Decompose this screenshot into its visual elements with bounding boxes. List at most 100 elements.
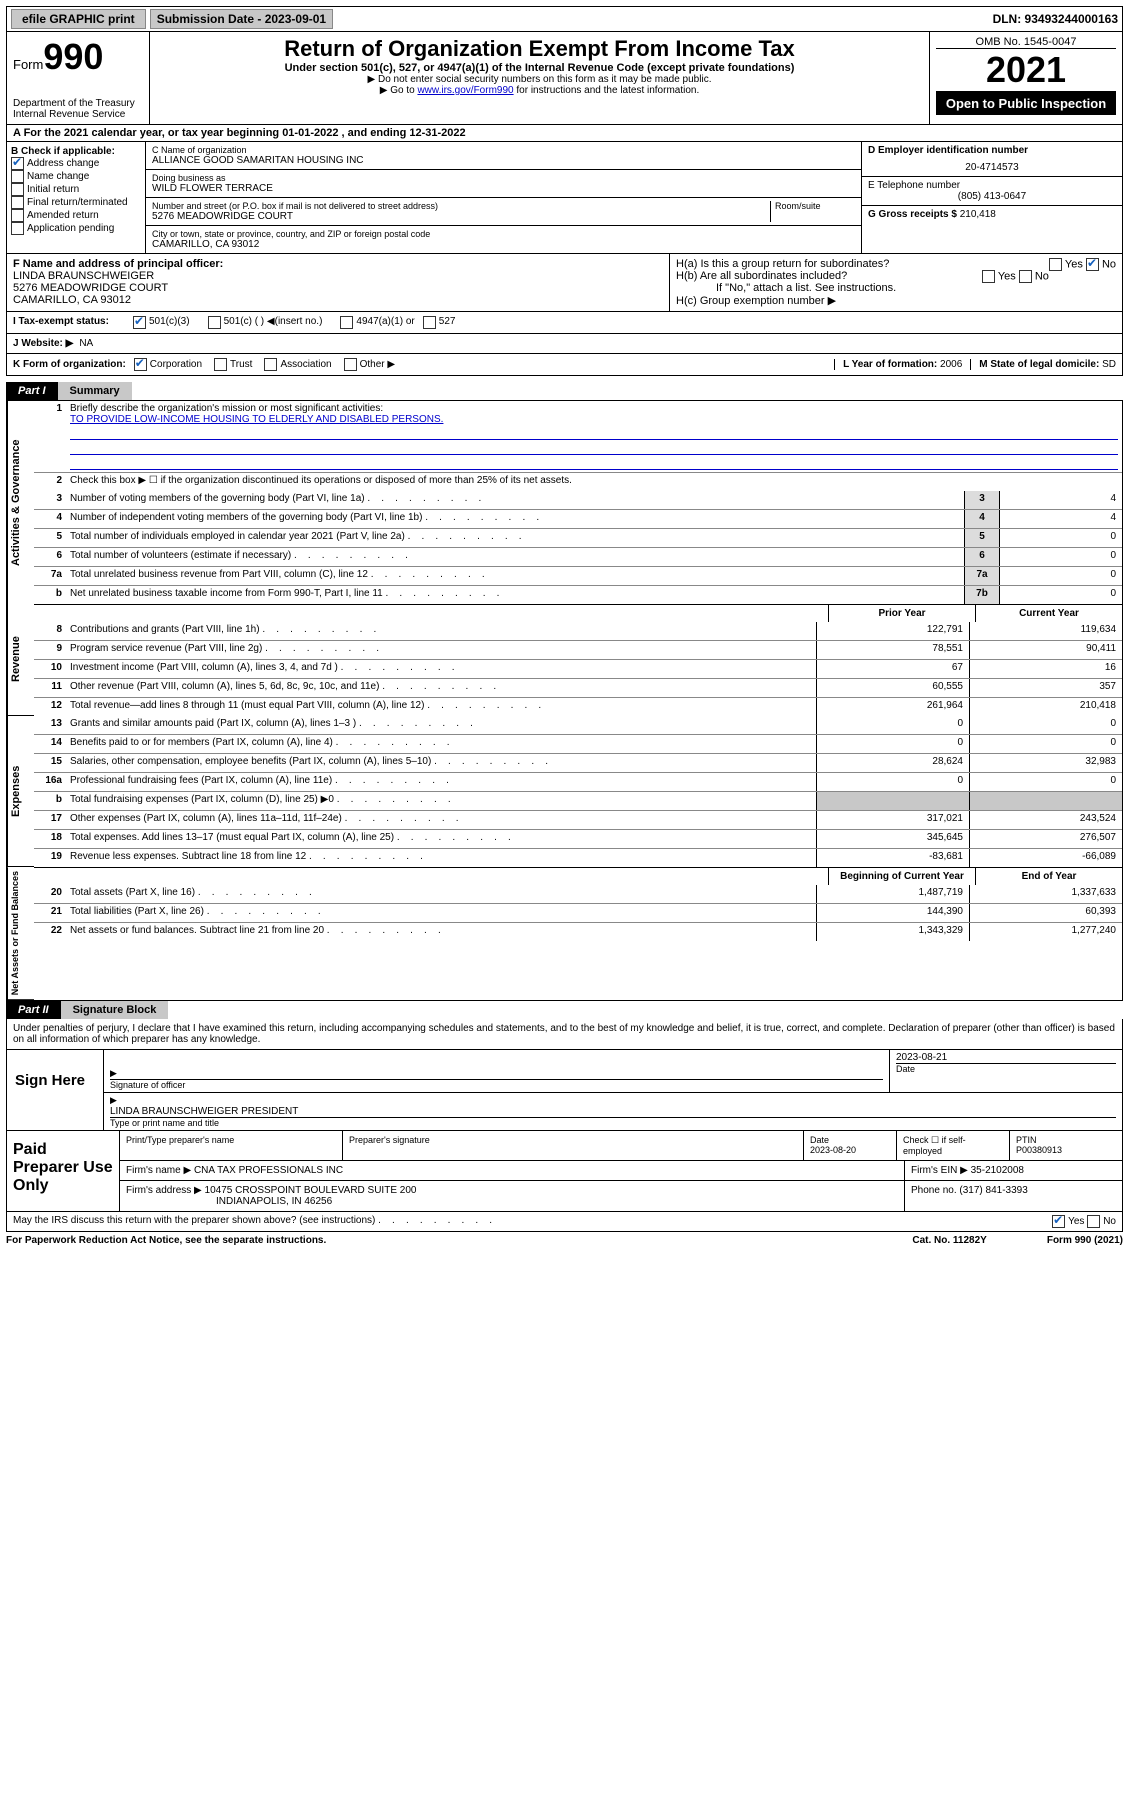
discuss-row: May the IRS discuss this return with the… bbox=[6, 1212, 1123, 1232]
note-link: ▶ Go to www.irs.gov/Form990 for instruct… bbox=[154, 85, 925, 96]
dba-label: Doing business as bbox=[152, 173, 855, 183]
opt-4947: 4947(a)(1) or bbox=[356, 316, 414, 329]
cat-no: Cat. No. 11282Y bbox=[912, 1235, 986, 1246]
officer-name-title: LINDA BRAUNSCHWEIGER PRESIDENT bbox=[110, 1106, 1116, 1117]
line-8: 8Contributions and grants (Part VIII, li… bbox=[34, 622, 1122, 640]
discuss-q: May the IRS discuss this return with the… bbox=[13, 1215, 492, 1228]
d-label: D Employer identification number bbox=[868, 145, 1116, 156]
opt-application: Application pending bbox=[27, 223, 114, 234]
hb-yes[interactable]: Yes bbox=[998, 270, 1016, 282]
chk-trust[interactable] bbox=[214, 358, 227, 371]
chk-corp[interactable] bbox=[134, 358, 147, 371]
sec-b-label: B Check if applicable: bbox=[11, 146, 141, 157]
firm-ein-label: Firm's EIN ▶ bbox=[911, 1165, 968, 1176]
efile-print-button[interactable]: efile GRAPHIC print bbox=[11, 9, 146, 29]
ha-yes[interactable]: Yes bbox=[1065, 258, 1083, 270]
chk-527[interactable] bbox=[423, 316, 436, 329]
form-header: Form990 Department of the Treasury Inter… bbox=[6, 32, 1123, 125]
sign-date: 2023-08-21 bbox=[896, 1052, 1116, 1063]
row-j: J Website: ▶ NA bbox=[6, 334, 1123, 354]
side-governance: Activities & Governance bbox=[7, 401, 34, 604]
chk-application[interactable]: Application pending bbox=[11, 222, 141, 235]
opt-corp: Corporation bbox=[150, 359, 202, 370]
part2-black: Part II bbox=[6, 1001, 61, 1019]
chk-assoc[interactable] bbox=[264, 358, 277, 371]
omb-number: OMB No. 1545-0047 bbox=[936, 36, 1116, 48]
addr-label: Number and street (or P.O. box if mail i… bbox=[152, 201, 770, 211]
domicile: SD bbox=[1102, 359, 1116, 370]
j-label: J Website: ▶ bbox=[13, 338, 73, 349]
chk-initial[interactable]: Initial return bbox=[11, 183, 141, 196]
officer-addr2: CAMARILLO, CA 93012 bbox=[13, 294, 663, 306]
ein: 20-4714573 bbox=[868, 156, 1116, 173]
line-5: 5Total number of individuals employed in… bbox=[34, 528, 1122, 547]
row-k: K Form of organization: Corporation Trus… bbox=[6, 354, 1123, 376]
chk-501c3[interactable] bbox=[133, 316, 146, 329]
dba-name: WILD FLOWER TERRACE bbox=[152, 183, 855, 194]
g-label: G Gross receipts $ bbox=[868, 209, 957, 220]
opt-trust: Trust bbox=[230, 359, 252, 370]
sig-officer-label: Signature of officer bbox=[110, 1079, 883, 1090]
org-name: ALLIANCE GOOD SAMARITAN HOUSING INC bbox=[152, 155, 855, 166]
form-990: 990 bbox=[43, 36, 103, 77]
form-title: Return of Organization Exempt From Incom… bbox=[154, 36, 925, 62]
chk-501c[interactable] bbox=[208, 316, 221, 329]
discuss-yes-chk[interactable] bbox=[1052, 1215, 1065, 1228]
paid-label: Paid Preparer Use Only bbox=[7, 1131, 120, 1211]
m-label: M State of legal domicile: bbox=[979, 359, 1099, 370]
firm-addr2: INDIANAPOLIS, IN 46256 bbox=[216, 1196, 332, 1207]
line-17: 17Other expenses (Part IX, column (A), l… bbox=[34, 810, 1122, 829]
officer-addr1: 5276 MEADOWRIDGE COURT bbox=[13, 282, 663, 294]
chk-address[interactable]: Address change bbox=[11, 157, 141, 170]
line-10: 10Investment income (Part VIII, column (… bbox=[34, 659, 1122, 678]
irs-link[interactable]: www.irs.gov/Form990 bbox=[417, 85, 513, 96]
part1-grey: Summary bbox=[58, 382, 132, 400]
chk-name[interactable]: Name change bbox=[11, 170, 141, 183]
form-number: Form990 bbox=[13, 36, 143, 78]
declaration: Under penalties of perjury, I declare th… bbox=[6, 1019, 1123, 1050]
discuss-no: No bbox=[1103, 1216, 1116, 1227]
chk-4947[interactable] bbox=[340, 316, 353, 329]
sign-block: Sign Here Signature of officer 2023-08-2… bbox=[6, 1050, 1123, 1131]
e-label: E Telephone number bbox=[868, 180, 1116, 191]
line-14: 14Benefits paid to or for members (Part … bbox=[34, 734, 1122, 753]
discuss-no-chk[interactable] bbox=[1087, 1215, 1100, 1228]
chk-final[interactable]: Final return/terminated bbox=[11, 196, 141, 209]
ptin: P00380913 bbox=[1016, 1145, 1062, 1155]
phone-label: Phone no. bbox=[911, 1185, 957, 1196]
hb-no[interactable]: No bbox=[1035, 270, 1049, 282]
firm-addr-label: Firm's address ▶ bbox=[126, 1185, 202, 1196]
chk-other[interactable] bbox=[344, 358, 357, 371]
ptin-hdr: PTIN bbox=[1016, 1135, 1037, 1145]
form-subtitle: Under section 501(c), 527, or 4947(a)(1)… bbox=[154, 62, 925, 74]
h-c: H(c) Group exemption number ▶ bbox=[676, 294, 1116, 307]
self-emp: Check ☐ if self-employed bbox=[897, 1131, 1010, 1160]
row-f: F Name and address of principal officer:… bbox=[6, 254, 1123, 312]
opt-initial: Initial return bbox=[27, 184, 79, 195]
opt-assoc: Association bbox=[280, 359, 331, 370]
ha-no[interactable]: No bbox=[1102, 258, 1116, 270]
gross-receipts: 210,418 bbox=[960, 209, 996, 220]
mission: TO PROVIDE LOW-INCOME HOUSING TO ELDERLY… bbox=[70, 414, 443, 425]
side-expenses: Expenses bbox=[7, 716, 34, 867]
dln: DLN: 93493244000163 bbox=[993, 12, 1118, 26]
phone: (805) 413-0647 bbox=[868, 191, 1116, 202]
date-label: Date bbox=[896, 1063, 1116, 1074]
line-11: 11Other revenue (Part VIII, column (A), … bbox=[34, 678, 1122, 697]
chk-amended[interactable]: Amended return bbox=[11, 209, 141, 222]
line-4: 4Number of independent voting members of… bbox=[34, 509, 1122, 528]
part1-body: Activities & Governance 1 Briefly descri… bbox=[6, 400, 1123, 1001]
prep-date: 2023-08-20 bbox=[810, 1145, 856, 1155]
discuss-yes: Yes bbox=[1068, 1216, 1084, 1227]
sign-here-label: Sign Here bbox=[7, 1050, 104, 1130]
top-bar: efile GRAPHIC print Submission Date - 20… bbox=[6, 6, 1123, 32]
addr-street: 5276 MEADOWRIDGE COURT bbox=[152, 211, 770, 222]
side-net: Net Assets or Fund Balances bbox=[7, 867, 34, 1000]
footer: For Paperwork Reduction Act Notice, see … bbox=[6, 1232, 1123, 1249]
irs-label: Internal Revenue Service bbox=[13, 109, 143, 120]
col-beginning: Beginning of Current Year bbox=[828, 868, 975, 885]
opt-address: Address change bbox=[27, 158, 99, 169]
line-15: 15Salaries, other compensation, employee… bbox=[34, 753, 1122, 772]
city-val: CAMARILLO, CA 93012 bbox=[152, 239, 855, 250]
line-3: 3Number of voting members of the governi… bbox=[34, 491, 1122, 509]
